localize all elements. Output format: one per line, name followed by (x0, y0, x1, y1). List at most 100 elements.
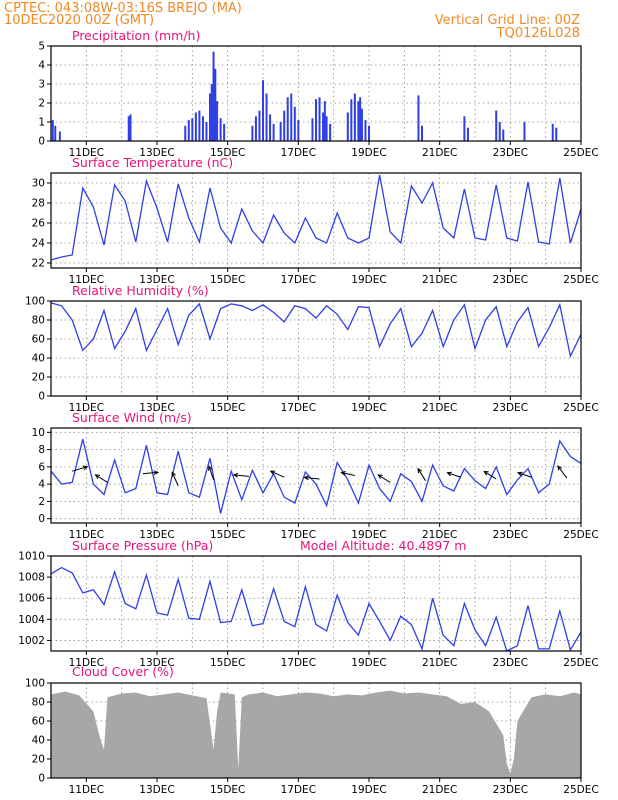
precip-bar (191, 118, 194, 141)
temperature-ytick-label: 30 (32, 178, 45, 190)
temperature-xtick-label: 23DEC (493, 274, 528, 286)
precip-bar (279, 122, 282, 141)
precip-bar (254, 116, 257, 141)
precip-xtick-label: 17DEC (281, 147, 316, 159)
humidity-xtick-label: 13DEC (139, 402, 174, 414)
wind-vector-head (483, 470, 489, 476)
precip-bar (318, 97, 321, 141)
pressure-ytick-label: 1002 (18, 635, 45, 647)
wind-xtick-label: 13DEC (139, 529, 174, 541)
humidity-ytick-label: 40 (32, 353, 45, 365)
pressure-frame (50, 555, 582, 652)
pressure-xtick-label: 17DEC (281, 657, 316, 669)
humidity-xtick-label: 21DEC (422, 402, 457, 414)
cloud-xtick-label: 21DEC (422, 784, 457, 796)
wind-vector (142, 471, 158, 475)
precip-bar (286, 97, 289, 141)
precip-bar (360, 108, 363, 141)
cloud-xtick-label: 25DEC (563, 784, 598, 796)
precip-bar (184, 125, 187, 141)
humidity-xtick-label: 23DEC (493, 402, 528, 414)
precip-bar (51, 120, 54, 141)
pressure-xtick-label: 21DEC (422, 657, 457, 669)
temperature-frame (50, 172, 582, 269)
cloud-xtick-label: 19DEC (351, 784, 386, 796)
precip-ytick-label: 3 (38, 79, 45, 91)
wind-vector-head (446, 471, 452, 477)
wind-ytick-label: 2 (38, 496, 45, 508)
wind-vector-head (516, 471, 523, 477)
wind-xtick-label: 19DEC (351, 529, 386, 541)
wind-vector-head (82, 465, 89, 471)
wind-xtick-label: 21DEC (422, 529, 457, 541)
temperature-xtick-label: 19DEC (351, 274, 386, 286)
temperature-series-line (50, 174, 582, 261)
wind-vector (447, 472, 462, 478)
precip-bar (353, 93, 356, 141)
date-header: 10DEC2020 00Z (GMT) (4, 13, 154, 28)
temperature-ytick-label: 28 (32, 198, 45, 210)
precip-frame (50, 45, 582, 142)
cloud-ytick-label: 40 (32, 735, 45, 747)
wind-xtick-label: 11DEC (69, 529, 104, 541)
cloud-area (51, 690, 581, 778)
humidity-xtick-label: 17DEC (281, 402, 316, 414)
temperature-xtick-label: 21DEC (422, 274, 457, 286)
cloud-ytick-label: 0 (38, 773, 45, 785)
temperature-xtick-label: 17DEC (281, 274, 316, 286)
humidity-xtick-label: 25DEC (563, 402, 598, 414)
precip-bar (421, 125, 423, 141)
cloud-xtick-label: 23DEC (493, 784, 528, 796)
precip-xtick-label: 25DEC (563, 147, 598, 159)
precip-bar (209, 93, 211, 141)
precip-bar (219, 118, 222, 141)
pressure-series-line (50, 566, 582, 652)
precip-bar (495, 110, 498, 141)
cloud-xtick-label: 11DEC (69, 784, 104, 796)
precip-bar (223, 123, 226, 141)
precip-bar (201, 116, 204, 141)
wind-series-line (50, 439, 582, 514)
precip-bar (498, 122, 501, 141)
cloud-xtick-label: 13DEC (139, 784, 174, 796)
temperature-xtick-label: 11DEC (69, 274, 104, 286)
precip-xtick-label: 13DEC (139, 147, 174, 159)
precip-bar (216, 101, 219, 141)
pressure-ytick-label: 1008 (18, 572, 45, 584)
precip-bar (265, 93, 268, 141)
wind-vector (171, 472, 179, 487)
precip-ytick-label: 4 (38, 60, 45, 72)
wind-title: Surface Wind (m/s) (72, 410, 192, 425)
precip-xtick-label: 19DEC (351, 147, 386, 159)
precip-ytick-label: 2 (38, 98, 45, 110)
wind-vector (377, 474, 391, 483)
temperature-xtick-label: 15DEC (210, 274, 245, 286)
humidity-title: Relative Humidity (%) (72, 283, 209, 298)
precip-bar (466, 127, 469, 141)
wind-frame (50, 427, 582, 524)
wind-vector (517, 472, 532, 478)
wind-vector (72, 466, 88, 472)
temperature-ytick-label: 24 (32, 238, 46, 250)
precip-bar (311, 118, 314, 141)
precip-xtick-label: 15DEC (210, 147, 245, 159)
wind-xtick-label: 25DEC (563, 529, 598, 541)
pressure-ytick-label: 1004 (18, 614, 45, 626)
cloud-ytick-label: 80 (32, 697, 45, 709)
precip-bar (346, 112, 349, 141)
pressure-xtick-label: 11DEC (69, 657, 104, 669)
precip-bar (194, 112, 197, 141)
pressure-ytick-label: 1010 (18, 551, 45, 563)
precip-bar (325, 116, 328, 141)
precip-bar (129, 114, 132, 141)
precip-bar (212, 51, 215, 142)
cloud-xtick-label: 17DEC (281, 784, 316, 796)
pressure-xtick-label: 15DEC (210, 657, 245, 669)
wind-xtick-label: 17DEC (281, 529, 316, 541)
humidity-ytick-label: 0 (38, 391, 45, 403)
temperature-xtick-label: 13DEC (139, 274, 174, 286)
wind-vector (341, 472, 355, 476)
humidity-ytick-label: 60 (32, 334, 45, 346)
wind-vector (557, 465, 568, 479)
